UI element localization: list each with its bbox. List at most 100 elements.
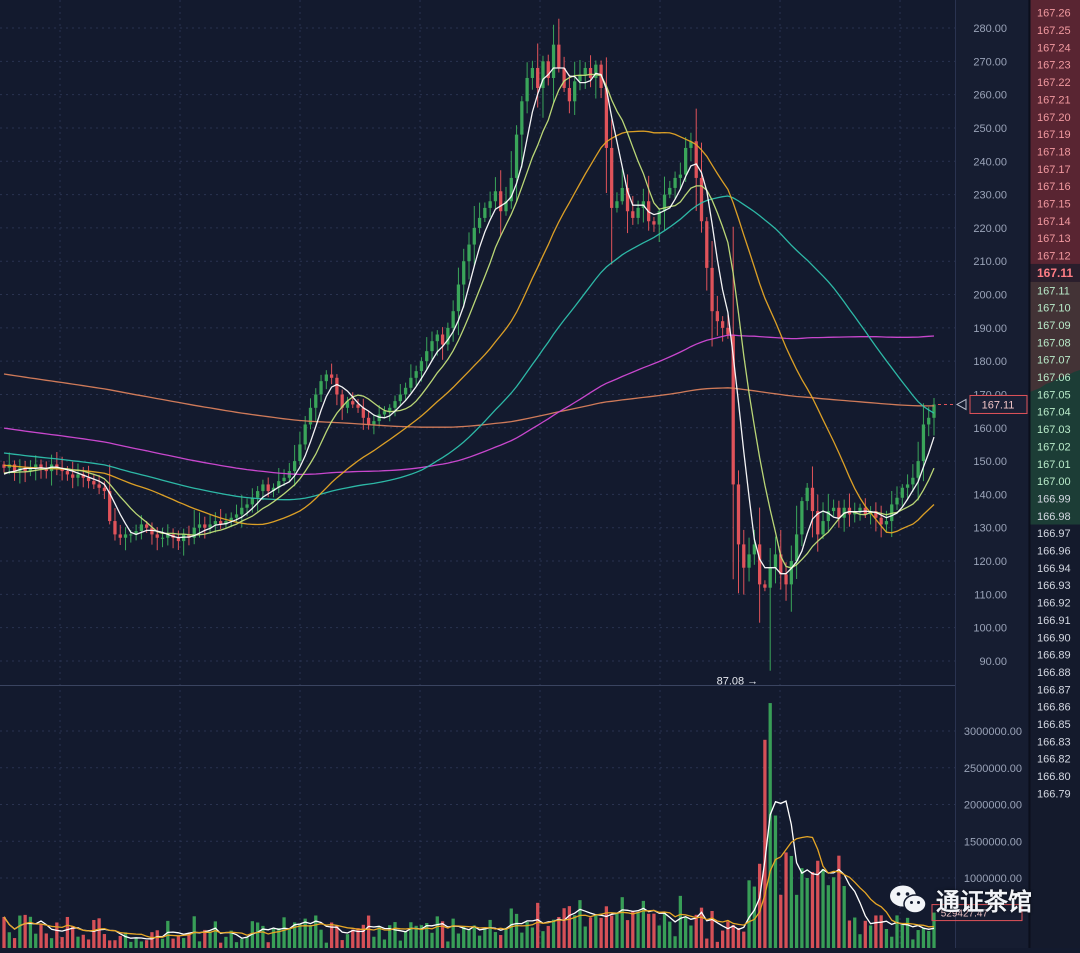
candle-body (404, 388, 407, 395)
volume-bar (50, 938, 53, 948)
candle-body (367, 418, 370, 425)
volume-bar (362, 925, 365, 948)
candle-body (214, 521, 217, 524)
volume-bar (436, 916, 439, 948)
volume-bar (13, 938, 16, 948)
volume-bar (557, 917, 560, 948)
volume-bar (742, 932, 745, 948)
volume-bar (60, 937, 63, 948)
candle-body (673, 178, 676, 188)
order-book-tick: 166.97 (1037, 528, 1071, 540)
volume-bar (71, 926, 74, 948)
volume-bar (2, 917, 5, 948)
order-book-tick: 166.87 (1037, 684, 1071, 696)
candle-body (388, 408, 391, 411)
candle-body (103, 488, 106, 491)
volume-bar (922, 928, 925, 948)
candle-body (478, 218, 481, 228)
candle-body (393, 401, 396, 408)
volume-bar (103, 934, 106, 948)
volume-bar (504, 928, 507, 948)
candle-body (679, 175, 682, 178)
order-book-tick: 166.89 (1037, 650, 1071, 662)
order-book-tick: 167.11 (1037, 266, 1073, 280)
candle-body (800, 501, 803, 534)
candle-body (636, 208, 639, 218)
price-tick-label: 230.00 (973, 190, 1007, 202)
candle-body (304, 424, 307, 444)
order-book-tick: 167.09 (1037, 320, 1071, 332)
candle-body (895, 498, 898, 505)
volume-bar (721, 931, 724, 948)
volume-bar (129, 942, 132, 948)
volume-bar (806, 878, 809, 948)
volume-bar (536, 903, 539, 948)
order-book-axis (1030, 0, 1080, 948)
volume-bar (594, 914, 597, 948)
candle-body (621, 188, 624, 201)
volume-bar (790, 856, 793, 948)
volume-bar (494, 932, 497, 948)
volume-bar (599, 918, 602, 948)
volume-bar (235, 942, 238, 948)
volume-bar (636, 912, 639, 948)
volume-bar (848, 920, 851, 948)
volume-bar (97, 918, 100, 948)
order-book-tick: 166.98 (1037, 511, 1071, 523)
volume-bar (483, 928, 486, 948)
candle-body (119, 534, 122, 537)
volume-bar (647, 914, 650, 948)
volume-bar (932, 913, 935, 948)
volume-bar (695, 915, 698, 948)
price-tick-label: 240.00 (973, 156, 1007, 168)
volume-bar (541, 931, 544, 948)
candle-body (457, 285, 460, 312)
volume-bar (562, 908, 565, 948)
candle-body (499, 191, 502, 211)
order-book-tick: 167.15 (1037, 199, 1071, 211)
volume-bar (341, 940, 344, 948)
order-book-tick: 167.21 (1037, 94, 1071, 106)
volume-bar (568, 906, 571, 948)
volume-bar (626, 920, 629, 948)
price-tick-label: 210.00 (973, 256, 1007, 268)
volume-bar (198, 941, 201, 948)
volume-bar (177, 935, 180, 948)
volume-bar (747, 880, 750, 948)
candle-body (552, 45, 555, 78)
candle-body (684, 148, 687, 175)
volume-bar (346, 934, 349, 948)
candle-body (129, 534, 132, 535)
candle-body (13, 464, 16, 471)
price-tick-label: 220.00 (973, 223, 1007, 235)
volume-bar (732, 925, 735, 948)
candle-body (858, 508, 861, 511)
order-book-tick: 167.22 (1037, 77, 1071, 89)
volume-bar (689, 926, 692, 948)
candle-body (409, 378, 412, 388)
candle-body (335, 378, 338, 395)
candle-body (821, 521, 824, 534)
volume-bar (547, 926, 550, 948)
volume-bar (452, 919, 455, 948)
order-book-tick: 166.93 (1037, 580, 1071, 592)
volume-bar (615, 912, 618, 948)
volume-bar (367, 916, 370, 948)
volume-bar (156, 930, 159, 948)
volume-bar (182, 938, 185, 948)
last-price-label: 167.11 (982, 399, 1015, 411)
candle-body (441, 335, 444, 345)
volume-tick-label: 2000000.00 (964, 800, 1022, 812)
candle-body (156, 534, 159, 537)
order-book-tick: 166.90 (1037, 632, 1071, 644)
volume-bar (552, 920, 555, 948)
volume-bar (864, 921, 867, 948)
candle-body (298, 444, 301, 461)
volume-bar (288, 928, 291, 948)
candle-body (832, 508, 835, 511)
candle-body (742, 544, 745, 567)
volume-bar (874, 915, 877, 948)
price-tick-label: 250.00 (973, 123, 1007, 135)
candle-body (467, 245, 470, 262)
